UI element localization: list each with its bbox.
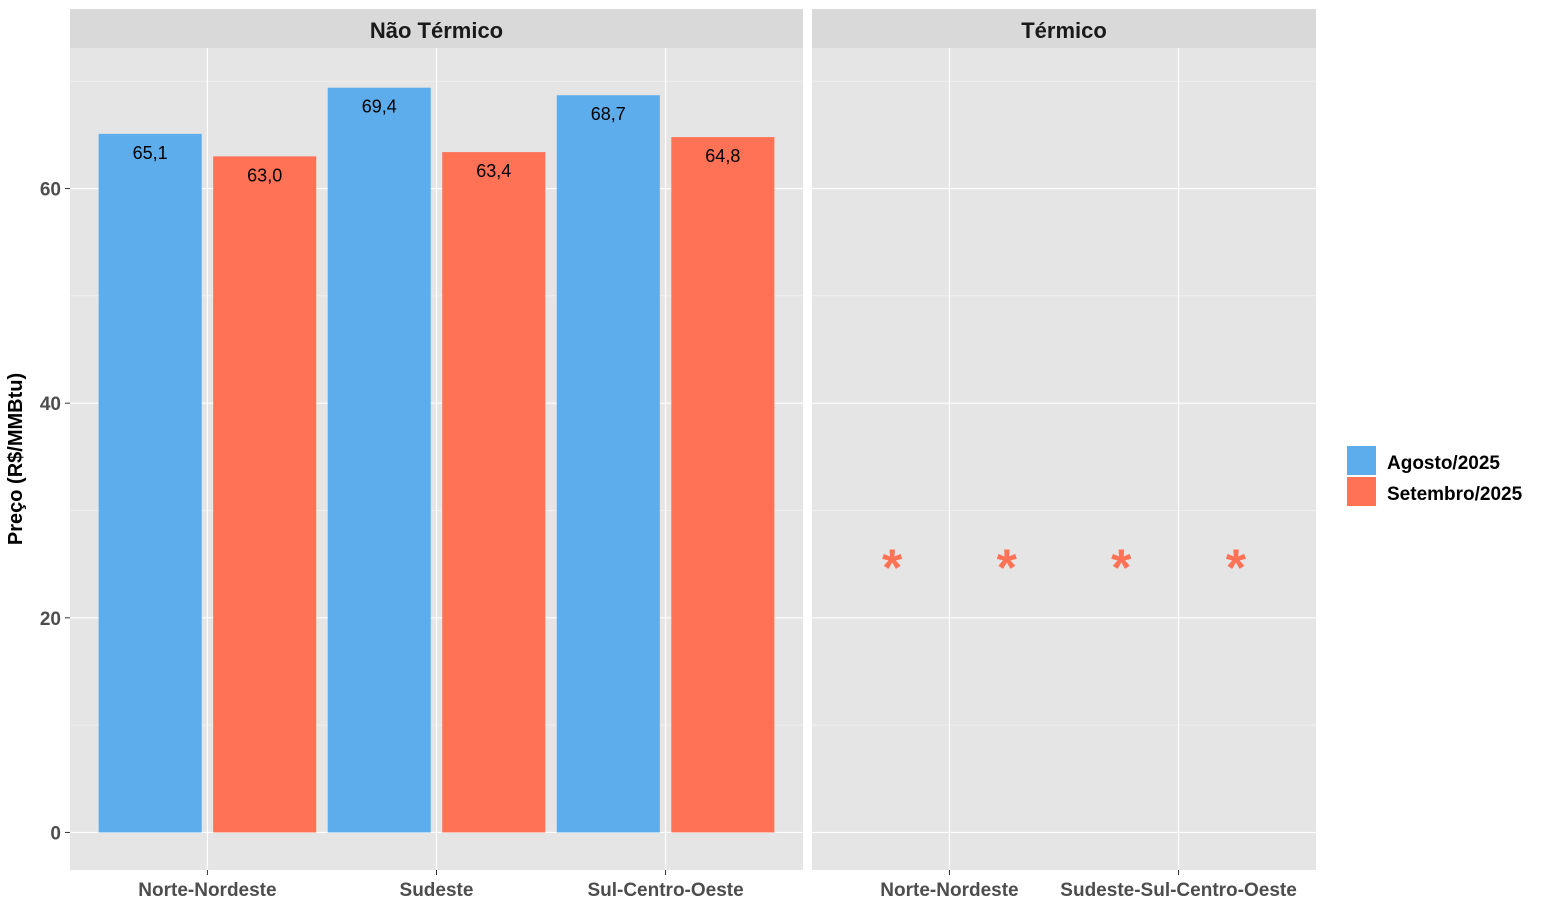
bar (556, 95, 660, 833)
x-tick-label: Sudeste-Sul-Centro-Oeste (1060, 880, 1296, 901)
bar-value-label: 65,1 (133, 143, 168, 163)
facet-strip (812, 9, 1316, 48)
bar (671, 137, 775, 833)
x-tick-label: Norte-Nordeste (138, 880, 276, 901)
facet-title: Térmico (1021, 18, 1107, 43)
x-tick-label: Norte-Nordeste (880, 880, 1018, 901)
asterisk-annotation: * (1111, 539, 1132, 597)
asterisk-annotation: * (882, 539, 903, 597)
legend-label: Agosto/2025 (1387, 453, 1500, 474)
bar-value-label: 69,4 (362, 97, 397, 117)
x-tick-label: Sul-Centro-Oeste (587, 880, 743, 901)
y-tick-label: 60 (40, 180, 61, 201)
bar (442, 152, 546, 833)
y-tick-label: 20 (40, 609, 61, 630)
asterisk-annotation: * (997, 539, 1018, 597)
asterisk-annotation: * (1226, 539, 1247, 597)
y-axis-title: Preço (R$/MMBtu) (5, 373, 27, 545)
facet-strip (70, 9, 803, 48)
bar-value-label: 64,8 (705, 146, 740, 166)
bar (98, 133, 202, 833)
legend-key (1347, 446, 1376, 475)
x-tick-label: Sudeste (400, 880, 474, 901)
y-tick-label: 0 (50, 823, 61, 844)
bar (213, 156, 317, 833)
legend-label: Setembro/2025 (1387, 484, 1523, 505)
facet-title: Não Térmico (370, 18, 503, 43)
bar-value-label: 63,0 (247, 165, 282, 185)
bar (327, 87, 431, 833)
panel-background (812, 48, 1316, 870)
y-tick-label: 40 (40, 394, 61, 415)
bar-value-label: 63,4 (476, 161, 511, 181)
legend-key (1347, 477, 1376, 506)
bar-value-label: 68,7 (591, 104, 626, 124)
